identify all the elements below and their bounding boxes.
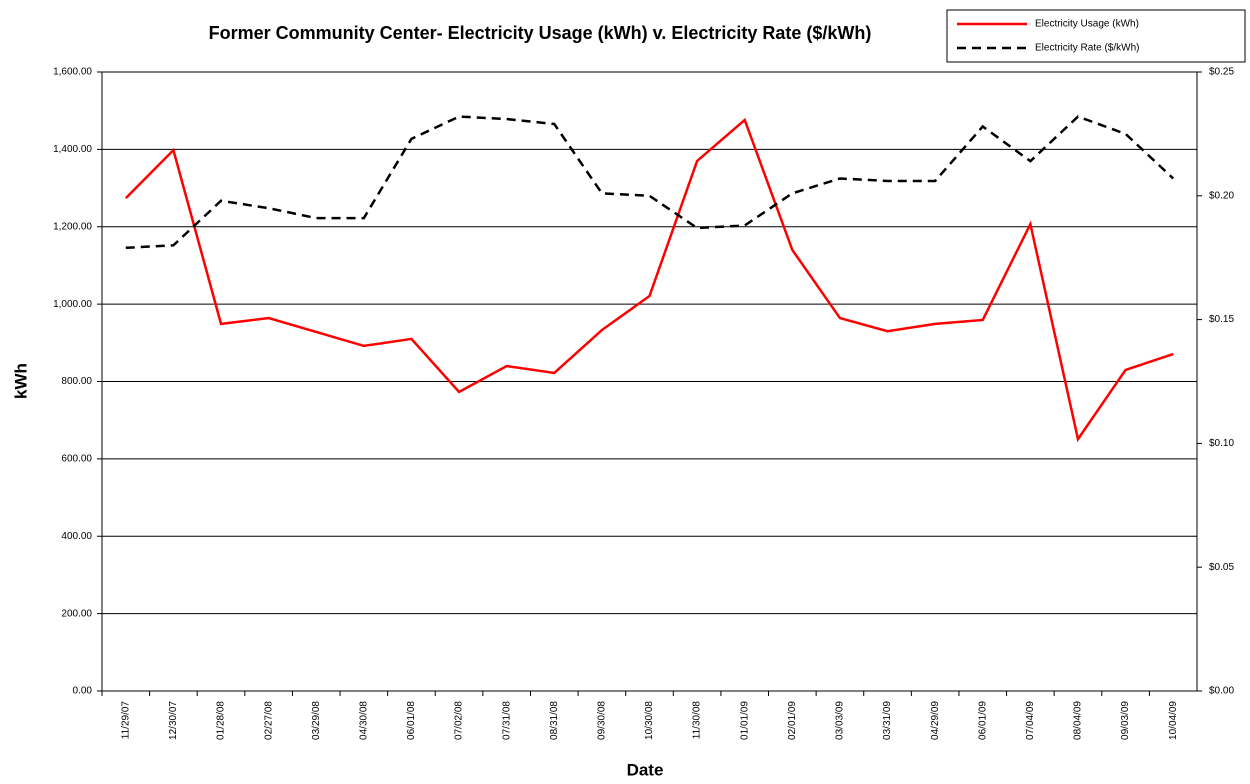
x-tick-label: 11/30/08 xyxy=(692,701,703,740)
chart-title: Former Community Center- Electricity Usa… xyxy=(209,23,872,43)
y2-tick-label: $0.05 xyxy=(1209,562,1234,573)
x-tick-label: 06/01/08 xyxy=(406,701,417,740)
x-tick-label: 01/01/09 xyxy=(739,701,750,740)
y-tick-label: 400.00 xyxy=(61,531,92,542)
y2-tick-label: $0.20 xyxy=(1209,190,1234,201)
legend-label: Electricity Rate ($/kWh) xyxy=(1035,43,1139,54)
y2-tick-label: $0.10 xyxy=(1209,438,1234,449)
x-tick-label: 12/30/07 xyxy=(168,701,179,740)
y-tick-label: 0.00 xyxy=(73,686,93,697)
legend-label: Electricity Usage (kWh) xyxy=(1035,19,1139,30)
x-tick-label: 02/01/09 xyxy=(787,701,798,740)
x-tick-label: 07/31/08 xyxy=(501,701,512,740)
x-tick-label: 08/04/09 xyxy=(1073,701,1084,740)
y-tick-label: 800.00 xyxy=(61,376,92,387)
y-axis-label: kWh xyxy=(11,363,30,399)
x-tick-label: 02/27/08 xyxy=(263,701,274,740)
x-tick-label: 09/03/09 xyxy=(1120,701,1131,740)
series-line xyxy=(124,117,1174,443)
y2-tick-label: $0.15 xyxy=(1209,314,1234,325)
y-tick-label: 600.00 xyxy=(61,454,92,465)
y-tick-label: 1,000.00 xyxy=(53,299,92,310)
y2-tick-label: $0.00 xyxy=(1209,686,1234,697)
y2-tick-label: $0.25 xyxy=(1209,67,1234,78)
x-tick-label: 09/30/08 xyxy=(597,701,608,740)
y-tick-label: 1,200.00 xyxy=(53,221,92,232)
x-tick-label: 03/03/09 xyxy=(835,701,846,740)
x-tick-label: 07/04/09 xyxy=(1025,701,1036,740)
x-tick-label: 08/31/08 xyxy=(549,701,560,740)
y-tick-label: 1,400.00 xyxy=(53,144,92,155)
x-tick-label: 03/31/09 xyxy=(882,701,893,740)
x-tick-label: 07/02/08 xyxy=(454,701,465,740)
x-axis-label: Date xyxy=(627,760,664,779)
y-tick-label: 1,600.00 xyxy=(53,67,92,78)
x-tick-label: 10/04/09 xyxy=(1168,701,1179,740)
x-tick-label: 10/30/08 xyxy=(644,701,655,740)
x-tick-label: 06/01/09 xyxy=(977,701,988,740)
legend-box xyxy=(946,9,1246,63)
x-tick-label: 01/28/08 xyxy=(216,701,227,740)
y-tick-label: 200.00 xyxy=(61,608,92,619)
x-tick-label: 04/30/08 xyxy=(358,701,369,740)
x-tick-label: 03/29/08 xyxy=(311,701,322,740)
x-tick-label: 04/29/09 xyxy=(930,701,941,740)
x-tick-label: 11/29/07 xyxy=(120,701,131,740)
